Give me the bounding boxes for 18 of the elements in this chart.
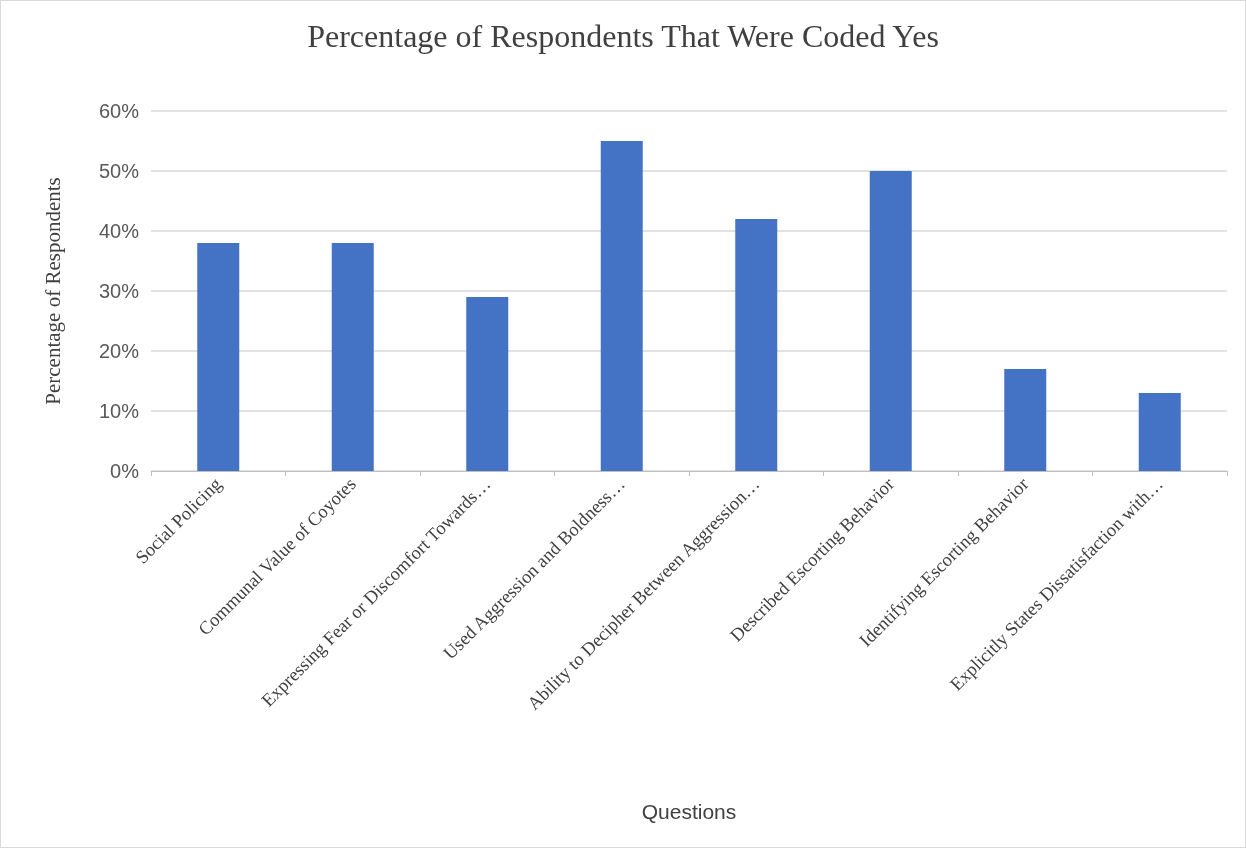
y-tick-label: 60% <box>98 100 140 122</box>
y-tick-label: 30% <box>98 280 140 302</box>
y-axis-title: Percentage of Respondents <box>40 177 65 405</box>
bar <box>466 297 509 471</box>
bar <box>600 141 643 471</box>
y-tick-label: 0% <box>110 460 140 482</box>
bar <box>869 171 912 471</box>
bar <box>331 243 374 471</box>
y-tick-label: 50% <box>98 160 140 182</box>
y-tick-label: 40% <box>98 220 140 242</box>
y-tick-label: 20% <box>98 340 140 362</box>
bar <box>1138 393 1181 471</box>
bar <box>1004 369 1047 471</box>
bar <box>735 219 778 471</box>
bar <box>197 243 240 471</box>
chart-title: Percentage of Respondents That Were Coded Yes <box>307 18 939 54</box>
x-axis-title: Questions <box>641 800 737 823</box>
y-tick-label: 10% <box>98 400 140 422</box>
